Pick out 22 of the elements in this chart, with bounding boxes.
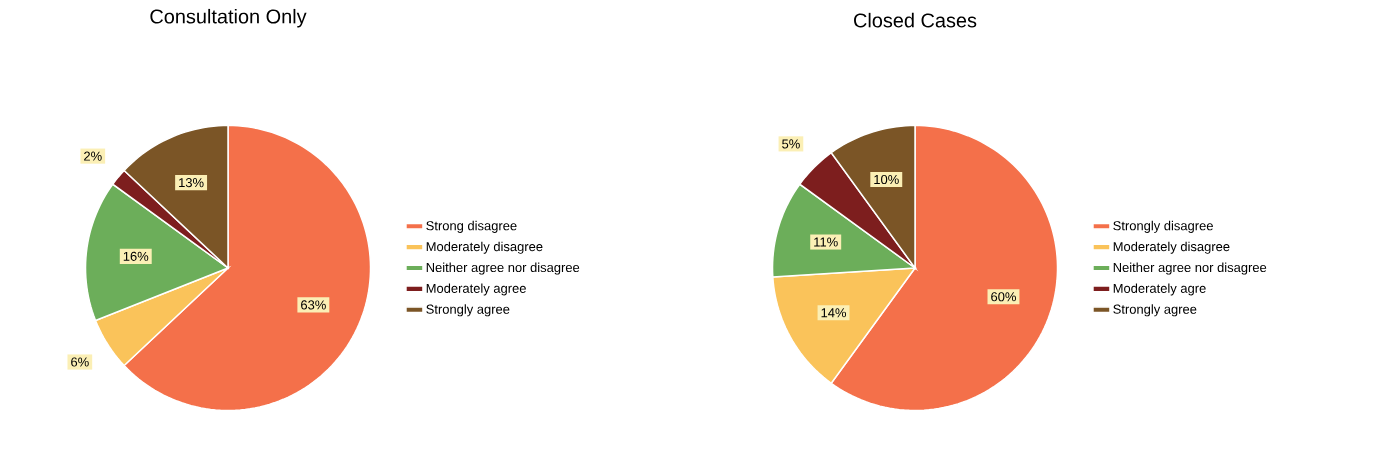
- legend-label: Moderately agre: [1113, 283, 1206, 296]
- data-label: 14%: [821, 308, 847, 318]
- legend-label: Strongly disagree: [1113, 220, 1213, 233]
- data-label: 2%: [84, 151, 102, 161]
- data-label: 6%: [71, 357, 89, 367]
- legend-label: Strongly agree: [426, 304, 510, 317]
- data-label: 5%: [782, 139, 800, 149]
- data-label: 13%: [179, 178, 204, 188]
- legend-label: Neither agree nor disagree: [426, 262, 580, 275]
- legend-label: Neither agree nor disagree: [1113, 262, 1267, 275]
- chart-title: Consultation Only: [150, 8, 307, 28]
- legend-label: Strongly agree: [1113, 304, 1197, 317]
- legend-label: Moderately disagree: [426, 241, 543, 254]
- data-label: 11%: [814, 237, 838, 247]
- data-label: 60%: [991, 292, 1016, 302]
- chart-title: Closed Cases: [854, 12, 977, 28]
- data-label: 10%: [874, 174, 899, 185]
- data-label: 63%: [301, 300, 326, 310]
- data-label: 16%: [123, 251, 149, 261]
- legend-label: Moderately disagree: [1113, 241, 1230, 254]
- legend-label: Moderately agree: [426, 283, 526, 296]
- legend-label: Strong disagree: [426, 220, 517, 233]
